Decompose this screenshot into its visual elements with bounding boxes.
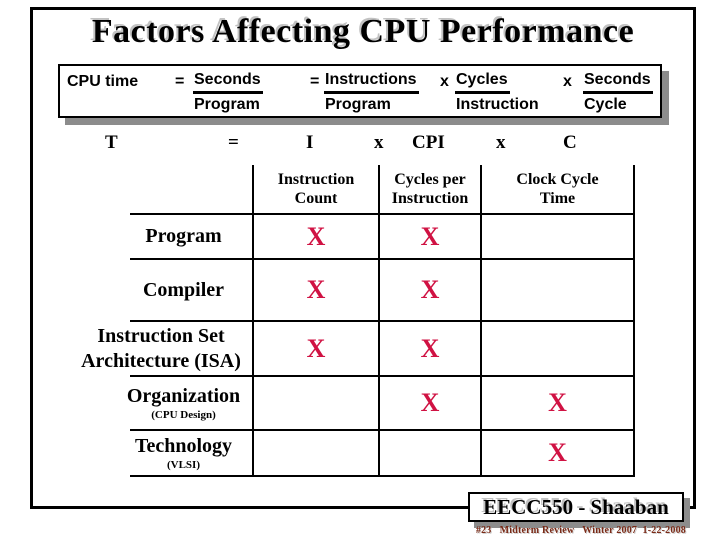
fraction-numerator: Seconds [193, 71, 263, 94]
fraction-numerator: Seconds [583, 71, 653, 94]
row-label-line: Architecture (ISA) [81, 349, 241, 372]
multiply-sign: x [440, 73, 449, 90]
mark-cell: X [378, 322, 480, 377]
row-label-program: Program [130, 215, 252, 260]
equals-sign: = [228, 132, 239, 153]
multiply-sign: x [563, 73, 572, 90]
footer-course-box: EECC550 - Shaaban [468, 492, 684, 522]
mark-cell: X [252, 260, 378, 322]
header-line: Instruction [277, 171, 355, 188]
mark-cell: X [480, 377, 635, 431]
mark-cell [480, 322, 635, 377]
row-sublabel: (VLSI) [166, 459, 200, 471]
term-T: T [105, 132, 118, 153]
row-label-isa: Instruction Set Architecture (ISA) [81, 322, 252, 377]
header-line: Instruction [391, 190, 469, 207]
row-label-compiler: Compiler [130, 260, 252, 322]
col-header-cycles-per-instruction: Cycles per Instruction [378, 165, 480, 215]
mark-cell: X [252, 215, 378, 260]
mark-cell: X [378, 260, 480, 322]
row-label-text: Program [145, 224, 221, 249]
mark-cell [480, 260, 635, 322]
slide-title: Factors Affecting CPU Performance [91, 13, 635, 50]
mark-cell: X [378, 377, 480, 431]
fraction-instructions-per-program: Instructions Program [324, 71, 419, 114]
mark-cell [252, 431, 378, 477]
header-line: Cycles per [394, 171, 466, 188]
slide-border [30, 7, 696, 509]
row-label-text: Organization (CPU Design) [127, 384, 240, 422]
mark-cell [480, 215, 635, 260]
term-C: C [563, 132, 577, 153]
row-label-text: Instruction Set Architecture (ISA) [81, 324, 241, 374]
cpu-time-formula-box: CPU time = Seconds Program = Instruction… [58, 64, 662, 118]
fraction-seconds-per-program: Seconds Program [193, 71, 263, 114]
formula-lhs: CPU time [67, 73, 139, 90]
multiply-sign: x [374, 132, 384, 153]
row-label-line: Compiler [142, 278, 225, 301]
row-label-text: Technology (VLSI) [135, 434, 232, 472]
row-label-technology: Technology (VLSI) [130, 431, 252, 477]
col-header-instruction-count: Instruction Count [252, 165, 378, 215]
row-label-line: Organization [126, 385, 241, 407]
row-label-organization: Organization (CPU Design) [127, 377, 252, 431]
multiply-sign: x [496, 132, 506, 153]
header-line: Clock Cycle [516, 171, 599, 188]
factors-table: Instruction Count Cycles per Instruction… [81, 165, 635, 477]
fraction-denominator: Program [194, 96, 260, 113]
term-I: I [306, 132, 314, 153]
equals-sign: = [310, 73, 320, 90]
row-label-line: Instruction Set [97, 324, 225, 347]
fraction-cycles-per-instruction: Cycles Instruction [455, 71, 539, 114]
header-line: Time [539, 190, 576, 207]
course-title: EECC550 - Shaaban [483, 494, 669, 519]
col-header-clock-cycle-time: Clock Cycle Time [480, 165, 635, 215]
row-label-text: Compiler [143, 278, 224, 303]
table-corner-cell [130, 165, 252, 215]
term-CPI: CPI [412, 132, 445, 153]
mark-cell [378, 431, 480, 477]
fraction-seconds-per-cycle: Seconds Cycle [583, 71, 653, 114]
mark-cell: X [252, 322, 378, 377]
row-label-line: Technology [134, 435, 233, 457]
mark-cell: X [378, 215, 480, 260]
slide-meta-line: #23 Midterm Review Winter 2007 1-22-2008 [475, 525, 686, 536]
fraction-denominator: Instruction [456, 96, 539, 113]
mark-cell: X [480, 431, 635, 477]
mark-cell [252, 377, 378, 431]
fraction-denominator: Program [325, 96, 391, 113]
fraction-numerator: Cycles [455, 71, 510, 94]
row-label-line: Program [145, 225, 222, 247]
fraction-numerator: Instructions [324, 71, 419, 94]
equals-sign: = [175, 73, 185, 90]
row-sublabel: (CPU Design) [151, 409, 216, 421]
fraction-denominator: Cycle [584, 96, 627, 113]
header-line: Count [294, 190, 338, 207]
